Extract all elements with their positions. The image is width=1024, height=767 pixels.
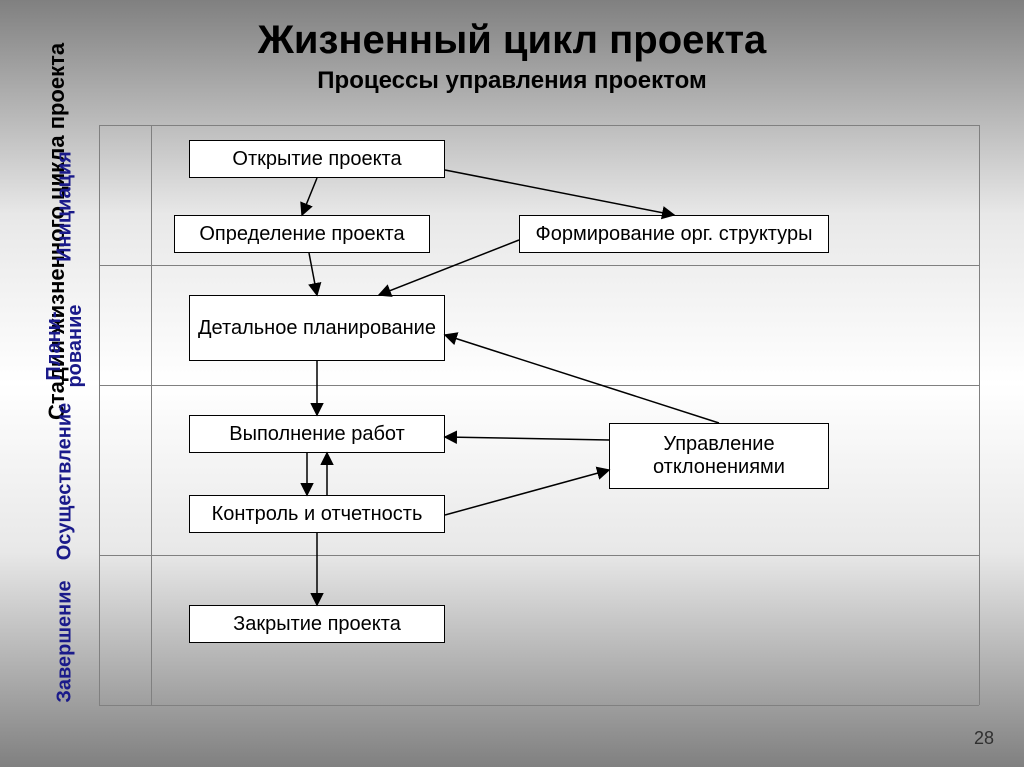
diagram-grid: Открытие проекта Определение проекта Фор… xyxy=(99,125,979,705)
node-exec: Выполнение работ xyxy=(189,415,445,453)
grid-vline xyxy=(979,125,980,705)
page-number: 28 xyxy=(974,728,994,749)
node-deviation: Управление отклонениями xyxy=(609,423,829,489)
node-open: Открытие проекта xyxy=(189,140,445,178)
node-plan: Детальное планирование xyxy=(189,295,445,361)
node-control: Контроль и отчетность xyxy=(189,495,445,533)
grid-hline xyxy=(99,385,979,386)
stage-label-closing: Завершение xyxy=(54,572,77,712)
page-subtitle: Процессы управления проектом xyxy=(0,63,1024,95)
grid-vline xyxy=(99,125,100,705)
page-title: Жизненный цикл проекта xyxy=(0,0,1024,63)
grid-hline xyxy=(99,265,979,266)
stage-label-initiation: Инициация xyxy=(54,147,77,267)
stage-label-planning: Плани-рование xyxy=(44,291,86,401)
node-orgstruct: Формирование орг. структуры xyxy=(519,215,829,253)
grid-hline xyxy=(99,705,979,706)
node-close: Закрытие проекта xyxy=(189,605,445,643)
grid-hline xyxy=(99,555,979,556)
grid-hline xyxy=(99,125,979,126)
node-define: Определение проекта xyxy=(174,215,430,253)
stage-label-execution: Осуществление xyxy=(54,402,77,562)
grid-vline xyxy=(151,125,152,705)
